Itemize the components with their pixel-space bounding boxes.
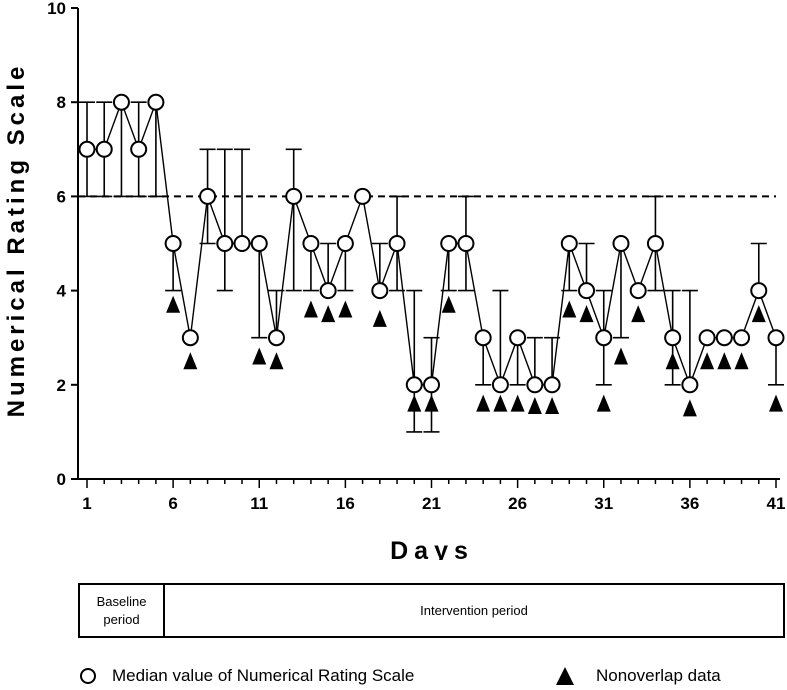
y-axis-label: Numerical Rating Scale (3, 63, 30, 418)
median-point (681, 376, 699, 394)
nonoverlap-triangle (682, 399, 697, 417)
x-tick-label: 41 (767, 494, 786, 513)
median-point (457, 235, 475, 252)
y-tick-label: 4 (57, 282, 67, 301)
median-point (767, 329, 785, 347)
median-point (233, 235, 251, 252)
x-tick-label: 26 (508, 494, 527, 513)
intervention-period-label: Intervention period (420, 602, 528, 618)
median-point (526, 376, 544, 394)
median-point (509, 329, 527, 347)
median-point (612, 235, 630, 252)
nonoverlap-triangle (510, 394, 525, 412)
nonoverlap-triangle (166, 295, 181, 313)
median-point (578, 282, 596, 300)
median-point (285, 187, 303, 205)
median-point (78, 140, 96, 158)
legend-nonoverlap: Nonoverlap data (556, 666, 721, 686)
nonoverlap-triangle (183, 352, 198, 370)
median-point (733, 329, 751, 347)
nonoverlap-triangle (493, 394, 508, 412)
open-circle-icon (80, 668, 96, 684)
nonoverlap-triangle (527, 396, 542, 414)
median-point (336, 235, 354, 252)
median-point (319, 282, 337, 300)
median-point (302, 235, 320, 252)
median-point (715, 329, 733, 347)
x-tick-label: 6 (168, 494, 177, 513)
y-tick-label: 10 (47, 0, 66, 18)
x-tick-label: 1 (82, 494, 91, 513)
intervention-period-box: Intervention period (163, 583, 785, 638)
nonoverlap-triangle (751, 305, 766, 323)
y-tick-label: 8 (57, 93, 66, 112)
nonoverlap-triangle (269, 352, 284, 370)
median-point (130, 140, 148, 158)
nonoverlap-triangle (407, 394, 422, 412)
y-tick-label: 2 (57, 376, 66, 395)
median-point (250, 235, 268, 252)
nonoverlap-triangle (631, 305, 646, 323)
median-point (664, 329, 682, 347)
nonoverlap-triangle (665, 352, 680, 370)
nonoverlap-triangle (441, 295, 456, 313)
median-point (491, 376, 509, 394)
median-point (181, 329, 199, 347)
x-axis-label: Days (390, 537, 474, 560)
median-point (646, 235, 664, 252)
y-tick-label: 6 (57, 187, 66, 206)
median-point (388, 235, 406, 252)
median-point (216, 235, 234, 252)
median-point (371, 282, 389, 300)
median-point (595, 329, 613, 347)
baseline-period-box: Baseline period (78, 583, 165, 638)
legend-median: Median value of Numerical Rating Scale (80, 666, 414, 686)
median-point (354, 187, 372, 205)
median-point (112, 93, 130, 111)
median-point (698, 329, 716, 347)
nonoverlap-triangle (424, 394, 439, 412)
filled-triangle-icon (556, 667, 574, 685)
x-tick-label: 31 (594, 494, 613, 513)
median-point (423, 376, 440, 394)
nonoverlap-triangle (252, 347, 267, 365)
legend-nonoverlap-label: Nonoverlap data (596, 666, 721, 685)
median-point (147, 93, 165, 111)
median-point (750, 282, 768, 300)
nonoverlap-triangle (562, 300, 577, 318)
legend-median-label: Median value of Numerical Rating Scale (112, 666, 415, 685)
median-point (164, 235, 182, 252)
median-point (199, 187, 217, 205)
median-point (440, 235, 458, 252)
nonoverlap-triangle (321, 305, 336, 323)
nonoverlap-triangle (769, 394, 783, 412)
median-point (95, 140, 113, 158)
x-tick-label: 11 (250, 494, 268, 513)
legend: Median value of Numerical Rating Scale N… (0, 663, 787, 689)
nonoverlap-triangle (303, 300, 318, 318)
nonoverlap-triangle (579, 305, 594, 323)
nonoverlap-triangle (596, 394, 611, 412)
nonoverlap-triangle (734, 352, 749, 370)
median-point (267, 329, 285, 347)
nonoverlap-triangle (700, 352, 715, 370)
median-point (474, 329, 492, 347)
nonoverlap-triangle (545, 396, 560, 414)
x-tick-label: 21 (422, 494, 441, 513)
x-tick-label: 36 (680, 494, 699, 513)
nonoverlap-triangle (717, 352, 732, 370)
nonoverlap-triangle (372, 309, 387, 327)
median-point (543, 376, 561, 394)
median-point (405, 376, 423, 394)
nonoverlap-triangle (338, 300, 353, 318)
baseline-period-label: Baseline period (96, 593, 147, 627)
median-point (629, 282, 647, 300)
x-tick-label: 16 (336, 494, 355, 513)
nonoverlap-triangle (613, 347, 628, 365)
y-tick-label: 0 (57, 470, 66, 489)
nonoverlap-triangle (476, 394, 491, 412)
median-point (560, 235, 578, 252)
